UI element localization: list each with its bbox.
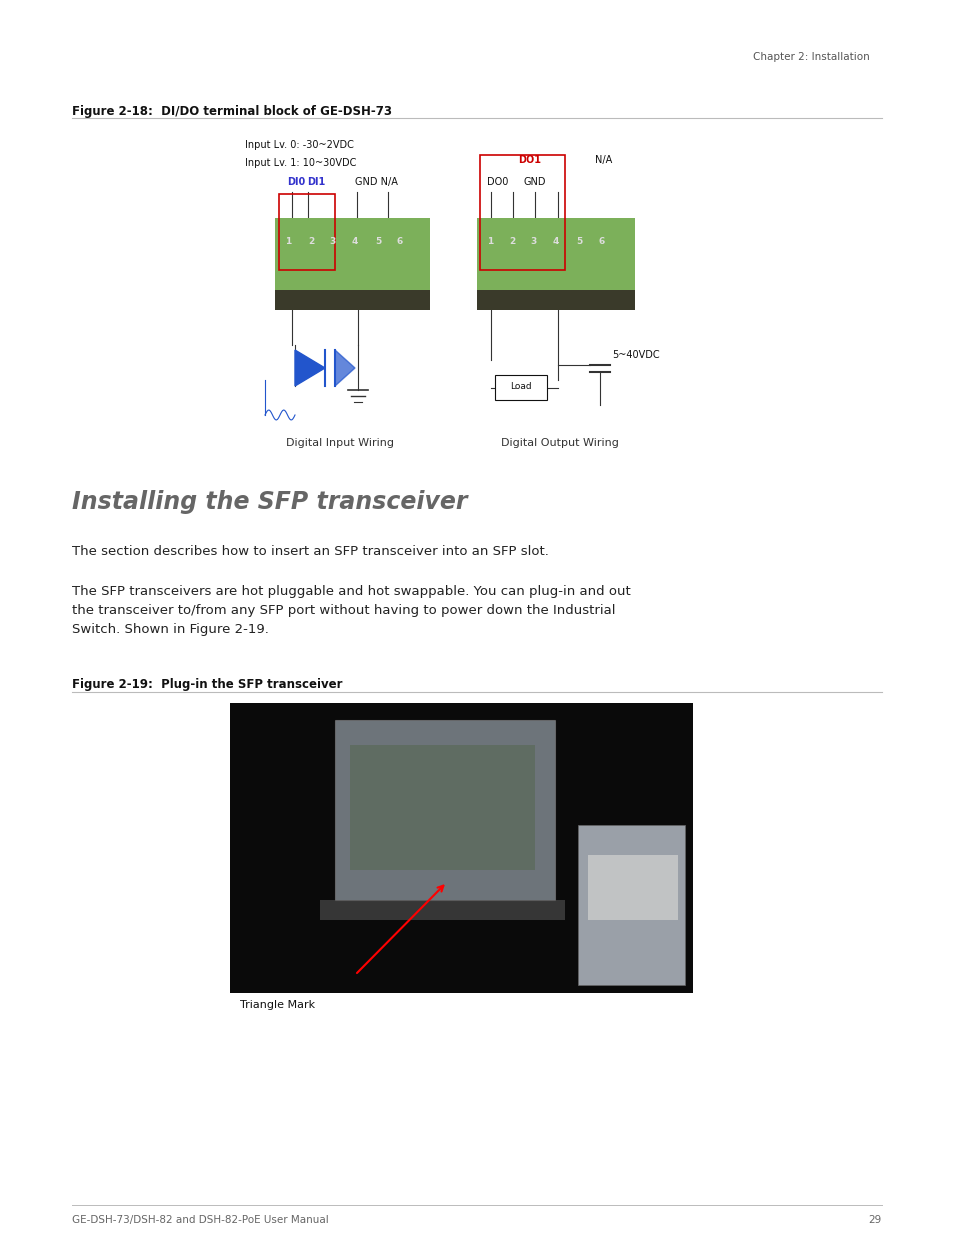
Text: DI0: DI0	[287, 177, 305, 186]
Bar	[476, 290, 635, 310]
Text: Chapter 2: Installation: Chapter 2: Installation	[753, 52, 869, 62]
Text: 3: 3	[530, 237, 537, 246]
Bar	[495, 375, 546, 400]
Text: DI1: DI1	[307, 177, 325, 186]
FancyBboxPatch shape	[350, 745, 535, 869]
Text: 5: 5	[576, 237, 581, 246]
Text: 1: 1	[285, 237, 291, 246]
Text: Figure 2-19:  Plug-in the SFP transceiver: Figure 2-19: Plug-in the SFP transceiver	[71, 678, 342, 692]
Bar	[587, 855, 678, 920]
Text: Load: Load	[510, 382, 531, 390]
Text: DO1: DO1	[518, 156, 541, 165]
Text: GE-DSH-73/DSH-82 and DSH-82-PoE User Manual: GE-DSH-73/DSH-82 and DSH-82-PoE User Man…	[71, 1215, 329, 1225]
Text: Installing the SFP transceiver: Installing the SFP transceiver	[71, 490, 467, 514]
Bar	[479, 156, 564, 270]
Text: 6: 6	[396, 237, 403, 246]
FancyBboxPatch shape	[335, 720, 555, 900]
Text: 29: 29	[868, 1215, 882, 1225]
Polygon shape	[294, 350, 325, 387]
Bar	[476, 219, 635, 290]
Polygon shape	[335, 350, 355, 387]
Text: 4: 4	[352, 237, 357, 246]
Text: DO0: DO0	[486, 177, 508, 186]
Text: 2: 2	[508, 237, 515, 246]
Text: 3: 3	[330, 237, 335, 246]
Text: Input Lv. 0: -30~2VDC: Input Lv. 0: -30~2VDC	[245, 140, 354, 149]
Text: 5~40VDC: 5~40VDC	[612, 350, 659, 359]
Text: The section describes how to insert an SFP transceiver into an SFP slot.: The section describes how to insert an S…	[71, 545, 548, 558]
Bar	[319, 900, 564, 920]
Text: 2: 2	[308, 237, 314, 246]
Text: 4: 4	[552, 237, 558, 246]
Text: Triangle Mark: Triangle Mark	[240, 1000, 314, 1010]
Text: Input Lv. 1: 10~30VDC: Input Lv. 1: 10~30VDC	[245, 158, 356, 168]
Bar	[278, 194, 335, 270]
Text: Digital Input Wiring: Digital Input Wiring	[286, 438, 394, 448]
Text: Figure 2-18:  DI/DO terminal block of GE-DSH-73: Figure 2-18: DI/DO terminal block of GE-…	[71, 105, 392, 119]
Text: 1: 1	[486, 237, 493, 246]
Text: 5: 5	[375, 237, 381, 246]
Text: GND N/A: GND N/A	[355, 177, 397, 186]
Text: GND: GND	[523, 177, 546, 186]
Bar	[274, 290, 430, 310]
FancyBboxPatch shape	[578, 825, 684, 986]
Bar	[230, 703, 692, 993]
Text: Digital Output Wiring: Digital Output Wiring	[500, 438, 618, 448]
Text: N/A: N/A	[595, 156, 612, 165]
Bar	[274, 219, 430, 290]
Text: 6: 6	[598, 237, 604, 246]
Text: The SFP transceivers are hot pluggable and hot swappable. You can plug-in and ou: The SFP transceivers are hot pluggable a…	[71, 585, 630, 636]
